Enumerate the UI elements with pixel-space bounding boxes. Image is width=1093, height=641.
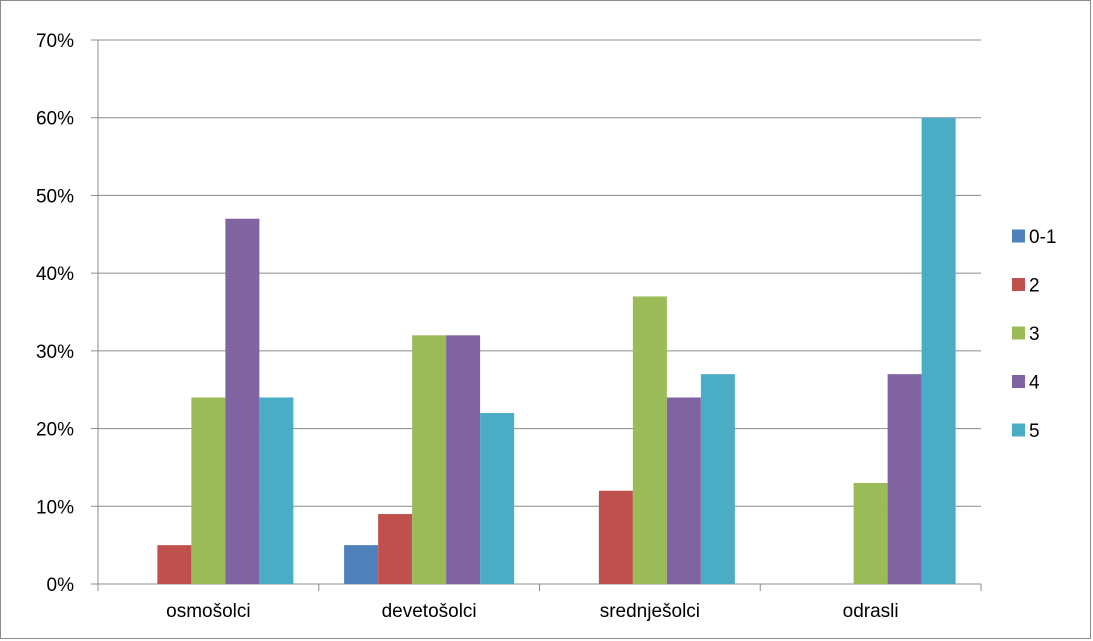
bar: [412, 335, 447, 584]
legend-label: 0-1: [1029, 227, 1056, 248]
y-tick-label: 40%: [36, 264, 74, 285]
bar: [259, 397, 294, 584]
legend-swatch: [1012, 326, 1025, 340]
x-tick-label: srednješolci: [600, 601, 700, 622]
y-tick-label: 60%: [36, 109, 74, 130]
legend-label: 3: [1029, 324, 1040, 345]
bar: [480, 413, 515, 584]
bar: [598, 490, 633, 584]
y-tick-label: 20%: [36, 420, 74, 441]
bar: [191, 397, 226, 584]
bar: [225, 218, 260, 584]
y-tick-label: 10%: [36, 497, 74, 518]
x-tick-label: devetošolci: [382, 601, 477, 622]
y-tick-label: 50%: [36, 186, 74, 207]
bar: [887, 374, 922, 584]
legend-swatch: [1012, 375, 1025, 388]
legend-swatch: [1012, 229, 1025, 243]
legend-label: 4: [1029, 373, 1040, 394]
y-tick-label: 30%: [36, 342, 74, 363]
bar: [632, 296, 667, 584]
x-tick-label: osmošolci: [166, 601, 250, 622]
y-tick-label: 0%: [47, 575, 75, 596]
legend-label: 2: [1029, 276, 1040, 297]
legend-swatch: [1012, 278, 1025, 291]
legend-label: 5: [1029, 421, 1040, 442]
bar: [446, 335, 481, 584]
x-tick-label: odrasli: [843, 601, 899, 622]
bar: [921, 117, 956, 584]
bar: [853, 482, 888, 584]
bar: [700, 374, 735, 584]
bar: [666, 397, 701, 584]
bar: [378, 514, 413, 584]
y-tick-label: 70%: [36, 31, 74, 52]
legend-swatch: [1012, 423, 1025, 437]
bar: [157, 545, 192, 584]
bar: [344, 545, 379, 584]
